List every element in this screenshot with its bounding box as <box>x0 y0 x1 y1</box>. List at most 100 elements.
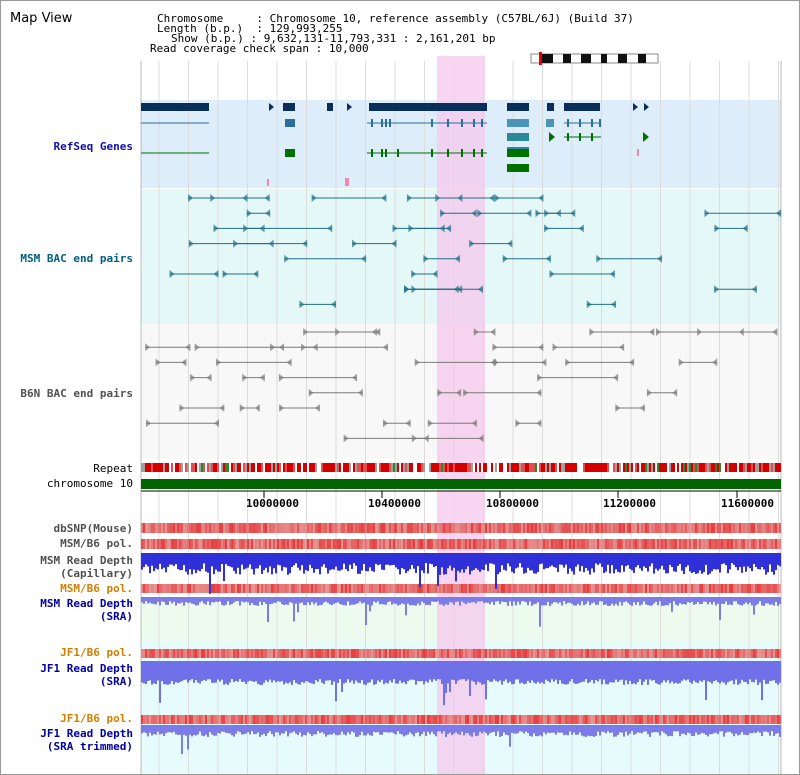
polymorphism-mark <box>711 584 713 593</box>
read-depth-bar <box>231 661 233 680</box>
polymorphism-mark <box>245 584 247 593</box>
read-depth-bar <box>199 597 201 603</box>
gene-exon <box>567 133 569 141</box>
read-depth-bar <box>619 661 621 681</box>
repeat-mark <box>743 463 745 472</box>
msm-bac-end <box>284 254 290 263</box>
read-depth-bar <box>445 661 447 693</box>
polymorphism-mark <box>455 539 457 549</box>
polymorphism-mark <box>719 715 721 724</box>
polymorphism-mark <box>183 584 185 593</box>
polymorphism-mark <box>455 715 457 724</box>
polymorphism-mark <box>637 523 639 533</box>
read-depth-bar <box>421 597 423 602</box>
repeat-mark <box>701 463 703 472</box>
polymorphism-mark <box>549 539 551 549</box>
polymorphism-mark <box>691 539 693 549</box>
polymorphism-mark <box>163 539 165 549</box>
read-depth-bar <box>397 725 399 732</box>
read-depth-bar <box>629 725 631 734</box>
repeat-mark <box>379 463 381 472</box>
polymorphism-mark <box>303 649 305 658</box>
repeat-mark <box>367 463 369 472</box>
polymorphism-mark <box>643 584 645 593</box>
read-depth-bar <box>213 725 215 736</box>
read-depth-bar <box>581 725 583 736</box>
polymorphism-mark <box>527 584 529 593</box>
msm-bac-end <box>411 270 417 278</box>
gene-arrow <box>644 103 649 111</box>
read-depth-bar <box>249 661 251 681</box>
polymorphism-mark <box>505 649 507 658</box>
b6n-bac-end <box>437 388 443 397</box>
polymorphism-mark <box>577 584 579 593</box>
polymorphism-mark <box>501 523 503 533</box>
polymorphism-mark <box>191 649 193 658</box>
read-depth-bar <box>765 725 767 732</box>
repeat-mark <box>257 463 259 472</box>
polymorphism-mark <box>499 539 501 549</box>
read-depth-bar <box>149 553 151 574</box>
polymorphism-mark <box>701 715 703 724</box>
polymorphism-mark <box>767 584 769 593</box>
polymorphism-mark <box>145 523 147 533</box>
read-depth-bar <box>621 725 623 733</box>
polymorphism-mark <box>513 584 515 593</box>
polymorphism-mark <box>713 539 715 549</box>
read-depth-bar <box>621 661 623 680</box>
polymorphism-mark <box>189 523 191 533</box>
repeat-mark <box>327 463 329 472</box>
polymorphism-mark <box>553 584 555 593</box>
read-depth-bar <box>583 597 585 606</box>
msm-bac-end <box>502 254 508 263</box>
polymorphism-mark <box>431 523 433 533</box>
read-depth-bar <box>483 553 485 570</box>
polymorphism-mark <box>211 523 213 533</box>
polymorphism-mark <box>469 715 471 724</box>
read-depth-bar <box>749 553 751 569</box>
repeat-mark <box>393 463 395 472</box>
read-depth-bar <box>365 725 367 736</box>
read-depth-bar <box>627 725 629 736</box>
polymorphism-mark <box>303 715 305 724</box>
read-depth-bar <box>693 725 695 737</box>
read-depth-bar <box>721 661 723 682</box>
read-depth-bar <box>147 661 149 681</box>
read-depth-bar <box>335 661 337 702</box>
polymorphism-mark <box>697 523 699 533</box>
b6n-bac-end <box>536 388 542 397</box>
polymorphism-mark <box>435 649 437 658</box>
read-depth-bar <box>459 553 461 573</box>
read-depth-bar <box>239 597 241 606</box>
read-depth-bar <box>219 725 221 734</box>
repeat-mark <box>141 463 143 472</box>
read-depth-bar <box>643 725 645 732</box>
read-depth-bar <box>741 725 743 732</box>
repeat-mark <box>521 463 523 472</box>
read-depth-bar <box>573 725 575 733</box>
read-depth-bar <box>161 553 163 570</box>
polymorphism-mark <box>739 715 741 724</box>
polymorphism-mark <box>467 523 469 533</box>
polymorphism-mark <box>683 649 685 658</box>
polymorphism-mark <box>563 584 565 593</box>
read-depth-bar <box>255 661 257 682</box>
read-depth-bar <box>299 553 301 571</box>
polymorphism-mark <box>385 539 387 549</box>
read-depth-bar <box>775 661 777 683</box>
read-depth-bar <box>453 725 455 734</box>
polymorphism-mark <box>393 649 395 658</box>
repeat-mark <box>575 463 577 472</box>
read-depth-bar <box>529 661 531 683</box>
read-depth-bar <box>479 661 481 683</box>
read-depth-bar <box>253 725 255 735</box>
polymorphism-mark <box>543 523 545 533</box>
polymorphism-mark <box>407 584 409 593</box>
polymorphism-mark <box>569 649 571 658</box>
read-depth-bar <box>251 661 253 682</box>
read-depth-bar <box>365 661 367 685</box>
read-depth-bar <box>579 661 581 683</box>
polymorphism-mark <box>779 523 781 533</box>
read-depth-bar <box>347 725 349 733</box>
